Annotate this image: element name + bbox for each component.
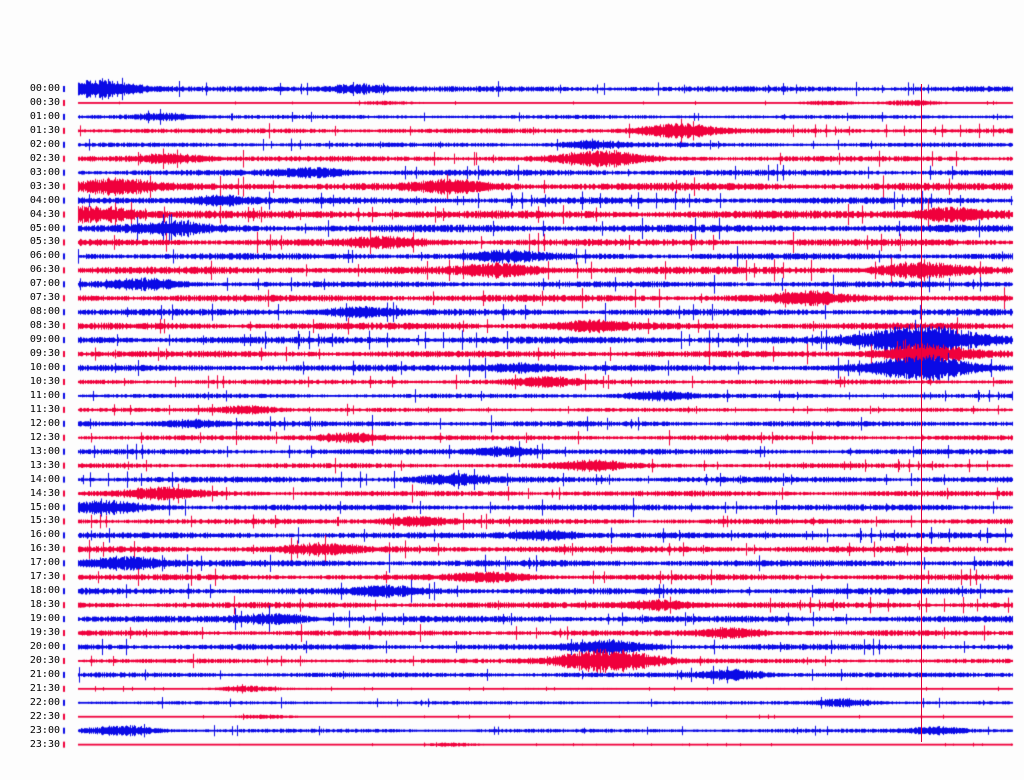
row-time-label: 19:00	[29, 613, 60, 625]
row-time-label: 12:00	[29, 417, 60, 429]
row-time-label: 11:00	[29, 389, 60, 401]
row-time-label: 23:00	[29, 724, 60, 736]
row-time-label: 06:00	[29, 250, 60, 262]
row-time-label: 12:30	[29, 431, 60, 443]
row-time-label: 07:30	[29, 292, 60, 304]
row-time-label: 01:00	[29, 110, 60, 122]
row-time-label: 13:00	[29, 445, 60, 457]
row-time-label: 16:30	[29, 543, 60, 555]
row-time-label: 08:30	[29, 320, 60, 332]
row-time-label: 05:00	[29, 222, 60, 234]
row-time-label: 11:30	[29, 403, 60, 415]
row-time-label: 14:00	[29, 473, 60, 485]
row-time-label: 10:00	[29, 362, 60, 373]
row-time-label: 20:30	[29, 654, 60, 666]
row-time-label: 06:30	[29, 264, 60, 276]
row-time-label: 15:00	[29, 501, 60, 513]
row-time-label: 21:30	[29, 682, 60, 694]
row-time-label: 00:00	[29, 83, 60, 94]
row-time-label: 17:30	[29, 571, 60, 583]
row-time-label: 20:00	[29, 641, 60, 652]
row-time-label: 22:30	[29, 710, 60, 722]
row-time-label: 01:30	[29, 124, 60, 136]
row-time-label: 09:00	[29, 334, 60, 346]
row-time-label: 18:00	[29, 585, 60, 597]
row-time-label: 13:30	[29, 459, 60, 471]
row-time-label: 02:30	[29, 152, 60, 164]
row-time-label: 17:00	[29, 557, 60, 569]
row-time-label: 05:30	[29, 236, 60, 248]
row-time-label: 09:30	[29, 348, 60, 360]
row-time-label: 14:30	[29, 487, 60, 499]
row-time-label: 18:30	[29, 599, 60, 611]
row-time-label: 22:00	[29, 696, 60, 708]
row-time-label: 15:30	[29, 515, 60, 527]
row-time-label: 19:30	[29, 627, 60, 639]
row-time-label: 04:00	[29, 194, 60, 206]
row-time-label: 03:30	[29, 180, 60, 192]
row-time-label: 02:00	[29, 138, 60, 150]
row-time-label: 23:30	[29, 738, 60, 750]
row-time-label: 10:30	[29, 375, 60, 387]
row-time-label: 03:00	[29, 166, 60, 178]
row-time-label: 04:30	[29, 208, 60, 220]
row-time-label: 16:00	[29, 529, 60, 541]
row-time-label: 00:30	[29, 96, 60, 108]
row-time-label: 21:00	[29, 668, 60, 680]
current-time-marker	[921, 84, 922, 742]
row-time-label: 07:00	[29, 278, 60, 290]
row-time-label: 08:00	[29, 306, 60, 318]
